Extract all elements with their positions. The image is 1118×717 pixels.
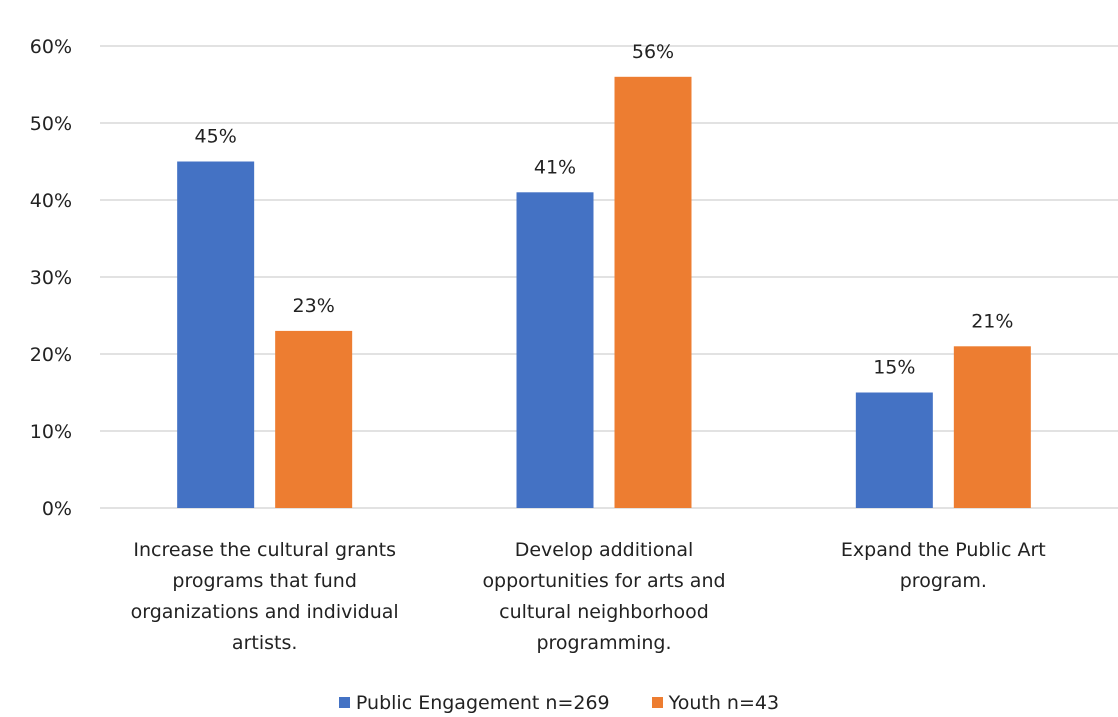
legend-label-public-engagement: Public Engagement n=269 xyxy=(355,691,610,714)
data-labels: 45% 23% 41% 56% 15% 21% xyxy=(195,41,1014,379)
bar-public-engagement-0 xyxy=(177,161,255,508)
bar-youth-0 xyxy=(275,330,353,508)
category-label-1-line-3: programming. xyxy=(536,632,671,654)
y-axis: 0% 10% 20% 30% 40% 50% 60% xyxy=(30,36,72,520)
data-label-public-engagement-0: 45% xyxy=(195,126,237,148)
legend-swatch-public-engagement xyxy=(338,697,350,708)
category-label-0-line-0: Increase the cultural grants xyxy=(133,539,396,561)
bar-youth-1 xyxy=(614,76,692,509)
data-label-public-engagement-1: 41% xyxy=(534,156,576,178)
category-label-0-line-3: artists. xyxy=(232,632,297,654)
bars xyxy=(177,76,1031,509)
y-tick-label-20: 20% xyxy=(30,344,72,366)
y-tick-label-30: 30% xyxy=(30,267,72,289)
category-label-0-line-1: programs that fund xyxy=(172,570,357,592)
legend-swatch-youth xyxy=(651,697,663,708)
legend-label-youth: Youth n=43 xyxy=(668,691,780,714)
data-label-youth-0: 23% xyxy=(293,295,335,317)
legend: Public Engagement n=269 Youth n=43 xyxy=(0,688,1118,717)
bar-public-engagement-2 xyxy=(855,392,933,508)
bar-public-engagement-1 xyxy=(516,192,594,509)
y-tick-label-0: 0% xyxy=(42,498,72,520)
legend-item-youth: Youth n=43 xyxy=(651,691,780,714)
category-label-2-line-0: Expand the Public Art xyxy=(841,539,1046,561)
bar-youth-2 xyxy=(953,346,1031,508)
category-label-1-line-1: opportunities for arts and xyxy=(482,570,725,592)
x-axis-labels: Increase the cultural grants programs tha… xyxy=(131,539,1046,654)
legend-item-public-engagement: Public Engagement n=269 xyxy=(338,691,610,714)
gridlines xyxy=(100,45,1118,509)
y-tick-label-60: 60% xyxy=(30,36,72,58)
category-label-1-line-2: cultural neighborhood xyxy=(499,601,709,623)
data-label-youth-1: 56% xyxy=(632,41,674,63)
data-label-youth-2: 21% xyxy=(971,310,1013,332)
category-label-1-line-0: Develop additional xyxy=(515,539,694,561)
y-tick-label-50: 50% xyxy=(30,113,72,135)
category-label-2-line-1: program. xyxy=(900,570,987,592)
y-tick-label-10: 10% xyxy=(30,421,72,443)
bar-chart: 0%10%20%30%40%50%60% 45%23%41%56%15%21% … xyxy=(30,36,1118,654)
y-tick-label-40: 40% xyxy=(30,190,72,212)
category-label-0-line-2: organizations and individual xyxy=(131,601,399,623)
data-label-public-engagement-2: 15% xyxy=(873,357,915,379)
